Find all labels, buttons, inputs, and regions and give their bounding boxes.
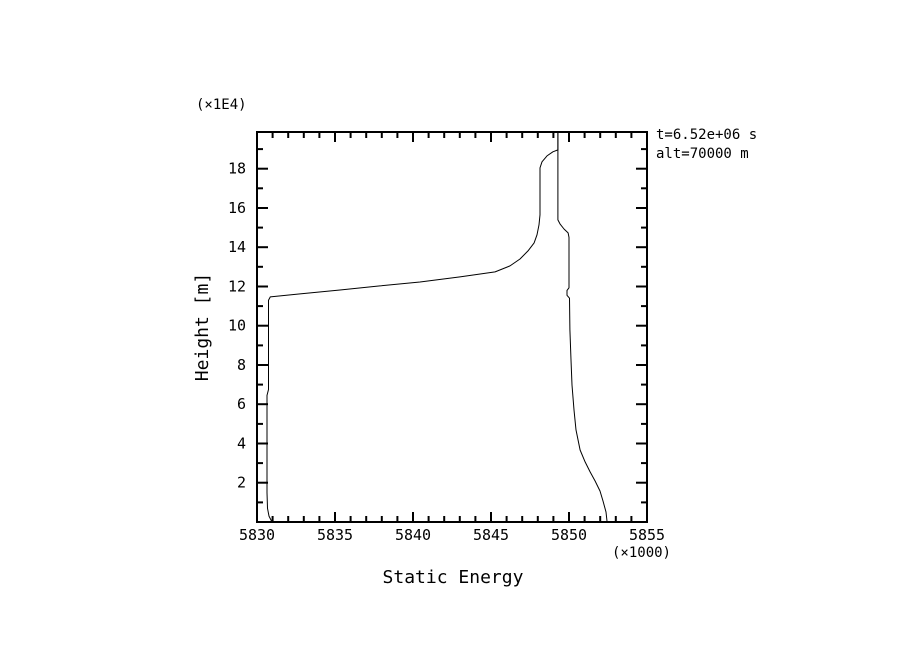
y-axis-title: Height [m] (192, 273, 213, 381)
y-tick-label: 14 (228, 238, 246, 256)
y-tick-label: 12 (228, 278, 246, 296)
x-tick-label: 5845 (473, 526, 509, 544)
x-tick-label: 5850 (551, 526, 587, 544)
y-axis-unit-note: (×1E4) (196, 97, 247, 113)
x-axis-title: Static Energy (383, 567, 524, 588)
y-tick-label: 10 (228, 317, 246, 335)
x-axis-unit-note: (×1000) (612, 545, 671, 561)
y-tick-label: 8 (237, 356, 246, 374)
annotation-time: t=6.52e+06 s (656, 127, 757, 143)
y-tick-label: 2 (237, 474, 246, 492)
curves-layer (266, 132, 608, 523)
y-tick-label: 4 (237, 435, 246, 453)
x-tick-label: 5840 (395, 526, 431, 544)
y-tick-label: 18 (228, 160, 246, 178)
y-tick-label: 16 (228, 199, 246, 217)
plot-box (256, 131, 648, 523)
y-tick-label: 6 (237, 395, 246, 413)
profile-left-branch (266, 132, 559, 523)
x-tick-label: 5835 (317, 526, 353, 544)
x-tick-label: 5830 (239, 526, 275, 544)
x-tick-label: 5855 (629, 526, 665, 544)
annotation-altitude: alt=70000 m (656, 146, 749, 162)
profile-right-branch (557, 132, 608, 523)
axes-layer: 5830 5835 5840 5845 5850 5855 2 4 6 8 10 12 14 16 18 (228, 131, 665, 544)
